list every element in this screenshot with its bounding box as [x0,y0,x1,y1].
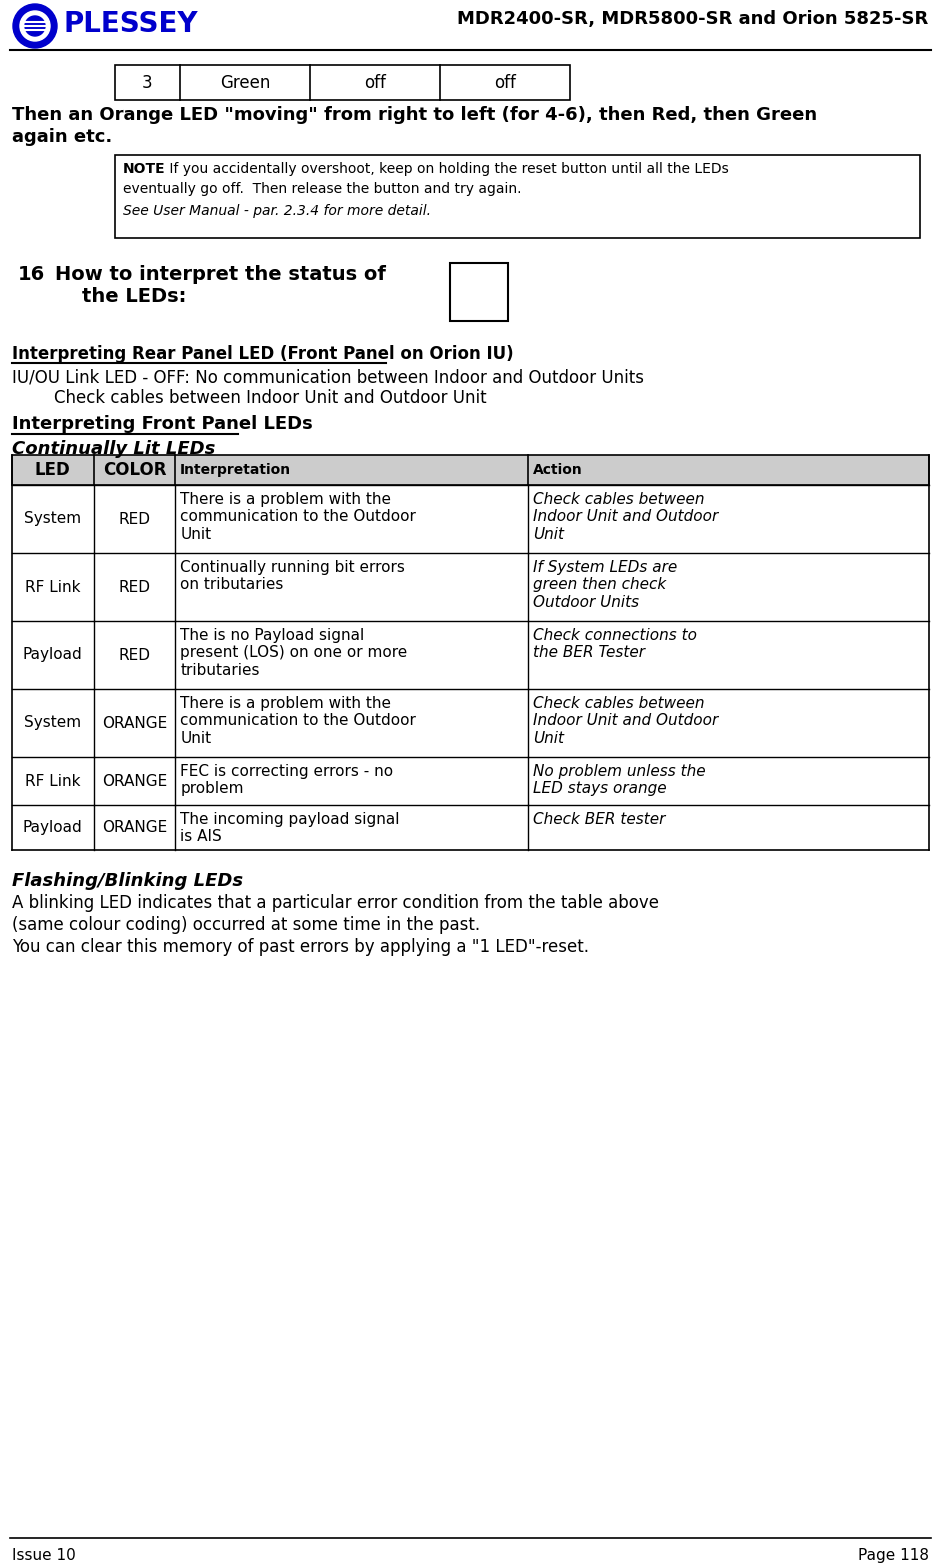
Text: off: off [494,74,516,91]
Text: Continually running bit errors
on tributaries: Continually running bit errors on tribut… [181,561,406,592]
Text: Check cables between
Indoor Unit and Outdoor
Unit: Check cables between Indoor Unit and Out… [534,695,719,745]
Text: Flashing/Blinking LEDs: Flashing/Blinking LEDs [12,872,243,889]
Text: How to interpret the status of: How to interpret the status of [55,265,386,283]
Circle shape [13,5,57,49]
Text: Interpretation: Interpretation [181,464,292,478]
Text: RED: RED [119,647,151,662]
Bar [12,689,929,756]
Text: The is no Payload signal
present (LOS) on one or more
tributaries: The is no Payload signal present (LOS) o… [181,628,407,678]
Text: NOTE: NOTE [123,161,166,175]
Text: (same colour coding) occurred at some time in the past.: (same colour coding) occurred at some ti… [12,916,480,933]
Text: You can clear this memory of past errors by applying a "1 LED"-reset.: You can clear this memory of past errors… [12,938,589,955]
Text: No problem unless the
LED stays orange: No problem unless the LED stays orange [534,764,706,797]
Text: Check BER tester: Check BER tester [534,813,665,827]
Text: If you accidentally overshoot, keep on holding the reset button until all the LE: If you accidentally overshoot, keep on h… [165,161,728,175]
Text: RED: RED [119,512,151,526]
Text: Issue 10: Issue 10 [12,1549,75,1563]
Bar [115,155,920,238]
Bar [12,622,929,689]
Text: If System LEDs are
green then check
Outdoor Units: If System LEDs are green then check Outd… [534,561,678,609]
Text: Green: Green [220,74,270,91]
Text: Continually Lit LEDs: Continually Lit LEDs [12,440,215,457]
Text: System: System [24,716,81,730]
Text: Check cables between
Indoor Unit and Outdoor
Unit: Check cables between Indoor Unit and Out… [534,492,719,542]
Text: PLESSEY: PLESSEY [63,9,198,38]
Circle shape [25,16,45,36]
Text: eventually go off.  Then release the button and try again.: eventually go off. Then release the butt… [123,182,521,196]
Text: off: off [364,74,386,91]
Text: Check cables between Indoor Unit and Outdoor Unit: Check cables between Indoor Unit and Out… [12,388,486,407]
Text: 16: 16 [18,265,45,283]
Text: 3: 3 [142,74,152,91]
Text: Payload: Payload [23,647,83,662]
Circle shape [20,11,50,41]
Text: IU/OU Link LED - OFF: No communication between Indoor and Outdoor Units: IU/OU Link LED - OFF: No communication b… [12,370,644,387]
Bar [12,553,929,622]
Bar [450,263,508,321]
Text: again etc.: again etc. [12,128,112,146]
Text: RF Link: RF Link [25,579,81,595]
Text: The incoming payload signal
is AIS: The incoming payload signal is AIS [181,813,400,844]
Text: Page 118: Page 118 [858,1549,929,1563]
Bar [12,456,929,485]
Text: COLOR: COLOR [103,460,167,479]
Text: See User Manual - par. 2.3.4 for more detail.: See User Manual - par. 2.3.4 for more de… [123,204,431,218]
Bar [12,756,929,805]
Text: ORANGE: ORANGE [102,716,167,730]
Text: System: System [24,512,81,526]
Text: Interpreting Front Panel LEDs: Interpreting Front Panel LEDs [12,415,312,434]
Bar [115,66,570,100]
Text: There is a problem with the
communication to the Outdoor
Unit: There is a problem with the communicatio… [181,695,416,745]
Text: Then an Orange LED "moving" from right to left (for 4-6), then Red, then Green: Then an Orange LED "moving" from right t… [12,106,817,124]
Text: RED: RED [119,579,151,595]
Text: ORANGE: ORANGE [102,821,167,835]
Text: Payload: Payload [23,821,83,835]
Text: the LEDs:: the LEDs: [55,287,186,305]
Bar [12,805,929,850]
Text: LED: LED [35,460,71,479]
Text: Action: Action [534,464,583,478]
Bar [12,485,929,553]
Text: There is a problem with the
communication to the Outdoor
Unit: There is a problem with the communicatio… [181,492,416,542]
Text: MDR2400-SR, MDR5800-SR and Orion 5825-SR: MDR2400-SR, MDR5800-SR and Orion 5825-SR [456,9,928,28]
Text: Interpreting Rear Panel LED (Front Panel on Orion IU): Interpreting Rear Panel LED (Front Panel… [12,345,514,363]
Text: A blinking LED indicates that a particular error condition from the table above: A blinking LED indicates that a particul… [12,894,659,911]
Text: Check connections to
the BER Tester: Check connections to the BER Tester [534,628,697,661]
Text: RF Link: RF Link [25,774,81,789]
Text: ORANGE: ORANGE [102,774,167,789]
Text: FEC is correcting errors - no
problem: FEC is correcting errors - no problem [181,764,393,797]
